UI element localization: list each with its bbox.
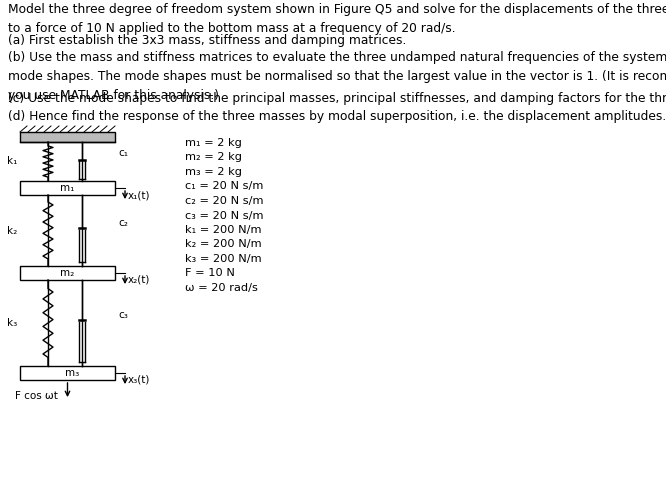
Text: k₂: k₂ [7,226,17,235]
Text: m₁: m₁ [61,183,75,193]
Text: F = 10 N: F = 10 N [185,268,235,278]
Text: k₁ = 200 N/m: k₁ = 200 N/m [185,225,262,235]
Text: k₃: k₃ [7,318,17,328]
Text: m₃: m₃ [65,368,79,378]
Text: (b) Use the mass and stiffness matrices to evaluate the three undamped natural f: (b) Use the mass and stiffness matrices … [8,51,666,102]
Text: F cos ωt: F cos ωt [15,391,58,401]
Text: c₁ = 20 N s/m: c₁ = 20 N s/m [185,182,263,192]
Text: c₃: c₃ [118,310,128,320]
Text: x₂(t): x₂(t) [128,275,151,285]
Text: c₁: c₁ [118,148,128,158]
Text: k₂ = 200 N/m: k₂ = 200 N/m [185,240,262,250]
Text: c₂: c₂ [118,218,128,228]
Text: Model the three degree of freedom system shown in Figure Q5 and solve for the di: Model the three degree of freedom system… [8,3,666,35]
Text: m₃ = 2 kg: m₃ = 2 kg [185,167,242,177]
Bar [20,132,115,142]
Text: k₁: k₁ [7,156,17,166]
Text: c₃ = 20 N s/m: c₃ = 20 N s/m [185,210,264,220]
Text: (a) First establish the 3x3 mass, stiffness and damping matrices.: (a) First establish the 3x3 mass, stiffn… [8,34,406,47]
Bar [20,266,115,280]
Text: m₂: m₂ [61,268,75,278]
Text: x₃(t): x₃(t) [128,375,151,385]
Text: m₂ = 2 kg: m₂ = 2 kg [185,152,242,162]
Bar [20,181,115,195]
Text: m₁ = 2 kg: m₁ = 2 kg [185,138,242,148]
Text: x₁(t): x₁(t) [128,190,151,200]
Text: (c) Use the mode shapes to find the principal masses, principal stiffnesses, and: (c) Use the mode shapes to find the prin… [8,92,666,105]
Text: k₃ = 200 N/m: k₃ = 200 N/m [185,254,262,264]
Text: c₂ = 20 N s/m: c₂ = 20 N s/m [185,196,264,206]
Bar [20,366,115,380]
Text: ω = 20 rad/s: ω = 20 rad/s [185,283,258,293]
Text: (d) Hence find the response of the three masses by modal superposition, i.e. the: (d) Hence find the response of the three… [8,110,666,123]
